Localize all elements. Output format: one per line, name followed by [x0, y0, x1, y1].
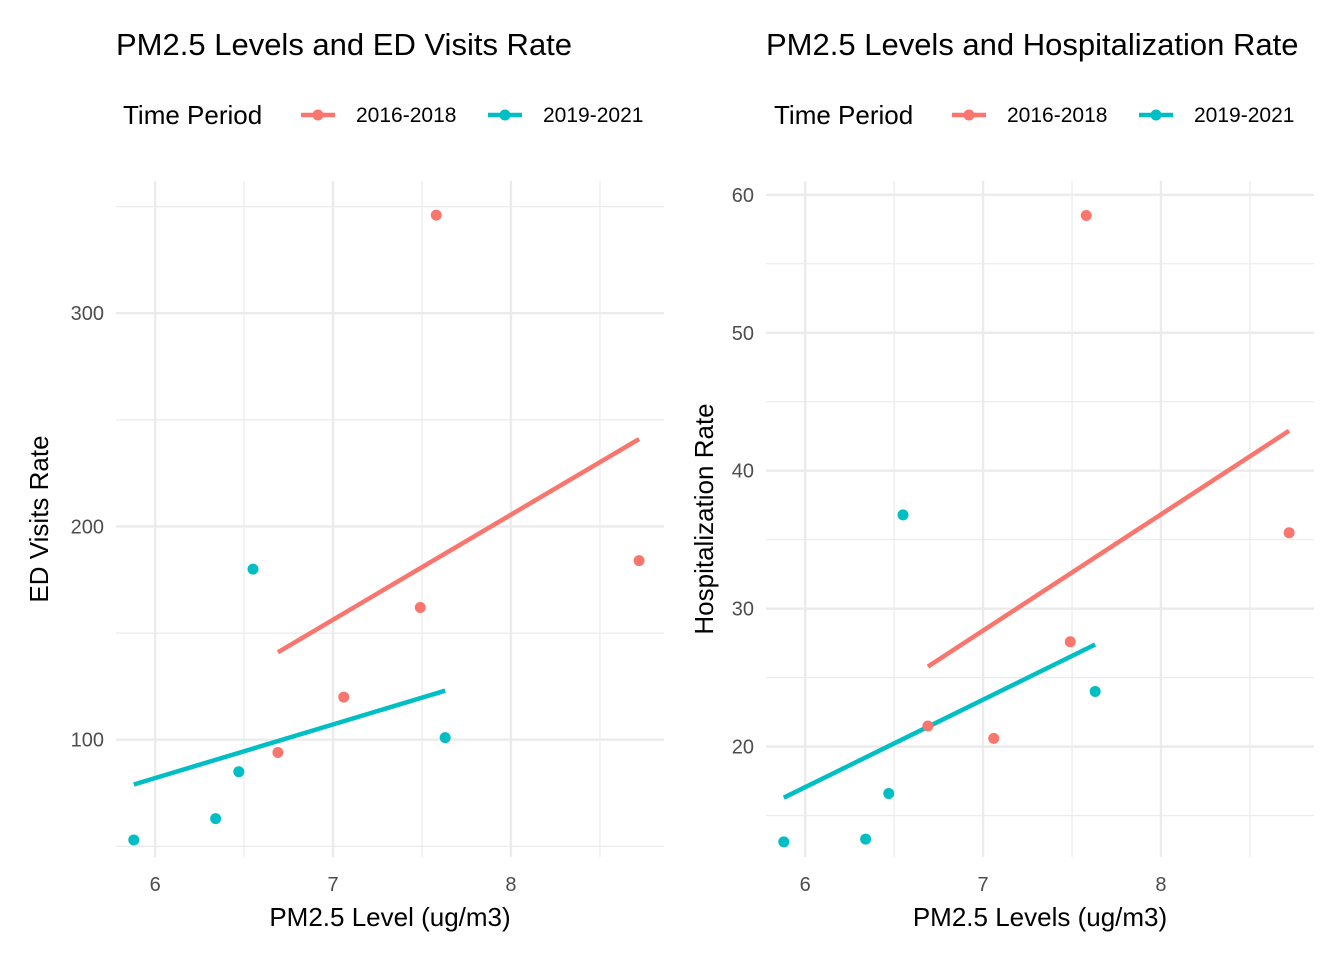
y-tick-label: 300	[71, 303, 104, 325]
data-point	[883, 788, 895, 800]
trend-line-period-1	[926, 428, 1291, 669]
data-point	[633, 555, 645, 567]
legend-label: 2019-2021	[1194, 104, 1294, 127]
legend-label: 2019-2021	[543, 104, 643, 127]
x-tick-label: 6	[800, 874, 811, 896]
data-point	[988, 732, 1000, 744]
chart-title: PM2.5 Levels and ED Visits Rate	[116, 27, 572, 62]
y-axis-label: Hospitalization Rate	[689, 403, 719, 634]
data-point	[233, 766, 245, 778]
legend-item: 2019-2021	[488, 104, 643, 127]
x-axis-label: PM2.5 Levels (ug/m3)	[913, 902, 1167, 932]
legend-item: 2016-2018	[301, 104, 456, 127]
y-tick-label: 50	[732, 323, 754, 345]
y-tick-label: 20	[732, 737, 754, 759]
data-point	[860, 833, 872, 845]
data-point	[1283, 527, 1295, 539]
legend-key-point	[312, 109, 324, 121]
legend-key-point	[499, 109, 511, 121]
y-tick-label: 60	[732, 185, 754, 207]
x-tick-label: 8	[1155, 874, 1166, 896]
data-point	[1080, 209, 1092, 221]
trend-line-period-2	[782, 642, 1097, 800]
y-tick-label: 100	[71, 730, 104, 752]
y-tick-label: 30	[732, 599, 754, 621]
legend: Time Period 2016-2018 2019-2021	[774, 100, 1294, 130]
chart-title: PM2.5 Levels and Hospitalization Rate	[766, 27, 1298, 62]
data-point	[210, 813, 222, 825]
data-point	[922, 720, 934, 732]
x-axis-label: PM2.5 Level (ug/m3)	[269, 902, 510, 932]
data-point	[247, 563, 259, 575]
trend-line-period-1	[276, 437, 641, 655]
data-point	[128, 834, 140, 846]
x-tick-label: 7	[978, 874, 989, 896]
data-point	[272, 747, 284, 759]
legend-item: 2019-2021	[1139, 104, 1294, 127]
data-point	[1089, 685, 1101, 697]
y-tick-label: 200	[71, 516, 104, 538]
y-tick-label: 40	[732, 461, 754, 483]
legend-key-point	[1150, 109, 1162, 121]
legend-item: 2016-2018	[952, 104, 1107, 127]
legend-key-point	[963, 109, 975, 121]
legend-label: 2016-2018	[1007, 104, 1107, 127]
data-point	[414, 601, 426, 613]
data-point	[778, 836, 790, 848]
data-point	[897, 509, 909, 521]
y-axis-label: ED Visits Rate	[24, 435, 54, 602]
data-point	[1064, 636, 1076, 648]
legend: Time Period 2016-2018 2019-2021	[123, 100, 643, 130]
data-point	[430, 209, 442, 221]
legend-title: Time Period	[123, 100, 262, 130]
chart-panel-1: 6 7 8 100 200 300 PM2.5 Levels and ED Visits R…	[24, 27, 664, 932]
data-point	[439, 732, 451, 744]
chart-panel-2: 6 7 8 20 30 40 50 60 PM2.5 Levels and Hospitaliz…	[689, 27, 1314, 932]
legend-label: 2016-2018	[356, 104, 456, 127]
legend-title: Time Period	[774, 100, 913, 130]
trend-line-period-2	[133, 688, 446, 787]
x-tick-label: 7	[328, 874, 339, 896]
x-tick-label: 8	[505, 874, 516, 896]
x-tick-label: 6	[150, 874, 161, 896]
data-point	[338, 691, 350, 703]
